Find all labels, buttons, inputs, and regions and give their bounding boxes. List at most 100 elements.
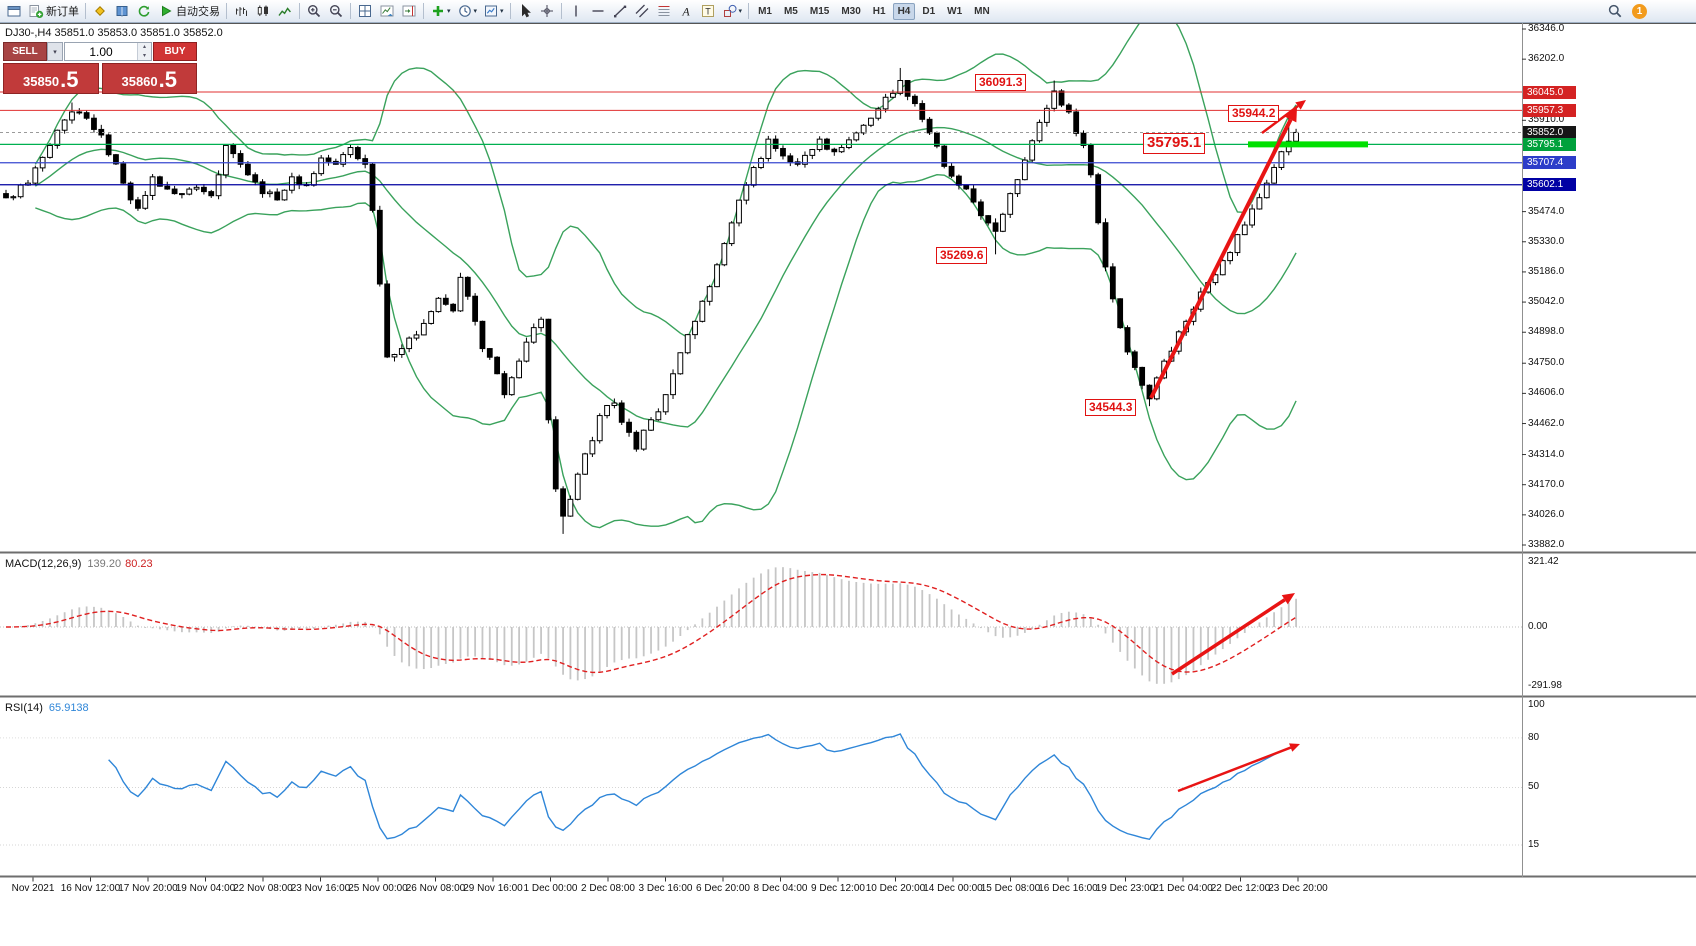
main-trend-arrow[interactable]	[1149, 107, 1297, 399]
volume-increase-button[interactable]: ▴	[138, 43, 151, 52]
time-axis-label: 19 Dec 23:00	[1095, 883, 1156, 894]
rsi-axis-label: 50	[1528, 781, 1540, 793]
metaeditor-button[interactable]	[89, 2, 111, 21]
horizontal-line-button[interactable]	[587, 2, 609, 21]
rsi-value: 65.9138	[48, 702, 89, 714]
price-axis-label: 36346.0	[1528, 23, 1565, 34]
time-axis-label: 25 Nov 00:00	[348, 883, 408, 894]
svg-text:T: T	[705, 7, 711, 17]
price-axis-label: 34314.0	[1528, 448, 1565, 460]
equidistant-channel-icon	[634, 3, 650, 19]
time-axis-label: 23 Dec 20:00	[1268, 883, 1328, 894]
candlestick-chart-icon	[255, 3, 271, 19]
price-axis-label: 35042.0	[1528, 296, 1565, 308]
period-selector-button[interactable]: ▾	[454, 2, 481, 21]
search-button[interactable]	[1604, 2, 1626, 21]
auto-scroll-icon	[379, 3, 395, 19]
bid-price-display[interactable]: 35850.5	[3, 63, 99, 94]
new-order-icon	[28, 3, 44, 19]
bid-ask-row: 35850.5 35860.5	[3, 63, 197, 94]
volume-input[interactable]	[65, 43, 137, 60]
cursor-button[interactable]	[514, 2, 536, 21]
chart-shift-button[interactable]	[398, 2, 420, 21]
breakout-arrow[interactable]	[1261, 100, 1306, 134]
bid-main-digits: 35850	[22, 74, 60, 89]
crosshair-button[interactable]	[536, 2, 558, 21]
timeframe-button-m15[interactable]: M15	[809, 5, 830, 17]
market-watch-button[interactable]	[111, 2, 133, 21]
tile-windows-button[interactable]	[354, 2, 376, 21]
time-axis-label: 26 Nov 08:00	[405, 883, 466, 894]
price-axis-label: 34462.0	[1528, 417, 1565, 429]
market-watch-icon	[114, 3, 130, 19]
price-annotation-label[interactable]: 34544.3	[1085, 399, 1137, 416]
timeframe-button-mn[interactable]: MN	[974, 5, 990, 17]
price-tag: 35852.0	[1523, 125, 1576, 139]
timeframe-button-d1[interactable]: D1	[922, 5, 936, 17]
navigator-button[interactable]	[133, 2, 155, 21]
price-axis-label: 35186.0	[1528, 265, 1565, 277]
vertical-line-button[interactable]	[565, 2, 587, 21]
sell-button[interactable]: SELL	[3, 42, 47, 61]
toolbar-separator	[748, 3, 750, 19]
candlestick-chart-button[interactable]	[252, 2, 274, 21]
auto-scroll-button[interactable]	[376, 2, 398, 21]
zoom-out-button[interactable]	[325, 2, 347, 21]
equidistant-channel-button[interactable]	[631, 2, 653, 21]
timeframe-button-h4[interactable]: H4	[892, 2, 916, 20]
timeframe-button-h1[interactable]: H1	[872, 5, 886, 17]
price-tag: 35795.1	[1523, 137, 1576, 151]
shapes-button[interactable]: ▾	[719, 2, 746, 21]
trendline-button[interactable]	[609, 2, 631, 21]
toolbar-separator	[560, 3, 562, 19]
template-button[interactable]: ▾	[480, 2, 507, 21]
add-indicator-button[interactable]: ▾	[427, 2, 454, 21]
chart-window-icon	[6, 3, 22, 19]
line-chart-button[interactable]	[274, 2, 296, 21]
bid-pip-digit: .5	[60, 67, 79, 92]
time-axis-label: 1 Dec 00:00	[523, 883, 578, 894]
timeframe-button-m1[interactable]: M1	[758, 5, 772, 17]
bar-chart-button[interactable]	[230, 2, 252, 21]
order-options-dropdown[interactable]: ▾	[47, 42, 63, 61]
vertical-line-icon	[568, 3, 584, 19]
buy-button[interactable]: BUY	[153, 42, 197, 61]
time-axis-label: 3 Dec 16:00	[638, 883, 693, 894]
zoom-in-button[interactable]	[303, 2, 325, 21]
price-annotation-label[interactable]: 35944.2	[1228, 105, 1280, 122]
price-axis-label: 35910.0	[1528, 114, 1565, 126]
navigator-icon	[136, 3, 152, 19]
timeframe-button-m30[interactable]: M30	[841, 5, 861, 17]
timeframe-button-w1[interactable]: W1	[947, 5, 963, 17]
price-annotation-label[interactable]: 35795.1	[1143, 133, 1206, 154]
new-order-button-label: 新订单	[46, 6, 79, 18]
autotrading-button[interactable]: 自动交易	[155, 2, 223, 21]
chart-window-button[interactable]	[3, 2, 25, 21]
new-order-button[interactable]: 新订单	[25, 2, 82, 21]
text-button[interactable]: A	[675, 2, 697, 21]
macd-axis-label: -291.98	[1528, 680, 1562, 692]
notifications-badge[interactable]: 1	[1632, 3, 1647, 19]
svg-text:A: A	[681, 5, 690, 19]
chevron-down-icon: ▾	[447, 8, 451, 15]
text-label-button[interactable]: T	[697, 2, 719, 21]
macd-indicator-label: MACD(12,26,9) 139.20 80.23	[5, 558, 153, 570]
price-axis-label: 35330.0	[1528, 235, 1565, 247]
fibonacci-button[interactable]	[653, 2, 675, 21]
timeframe-button-m5[interactable]: M5	[783, 5, 798, 17]
ask-main-digits: 35860	[121, 74, 158, 89]
macd-trend-arrow[interactable]	[1171, 593, 1295, 676]
ask-price-display[interactable]: 35860.5	[101, 63, 197, 94]
price-annotation-label[interactable]: 36091.3	[975, 74, 1027, 91]
price-annotation-label[interactable]: 35269.6	[936, 247, 988, 264]
volume-input-wrap: ▴ ▾	[64, 42, 152, 61]
ask-pip-digit: .5	[158, 67, 177, 92]
macd-name: MACD(12,26,9)	[5, 558, 82, 570]
volume-decrease-button[interactable]: ▾	[138, 51, 151, 60]
time-axis-label: 2 Dec 08:00	[581, 883, 635, 894]
horizontal-line-icon	[590, 3, 606, 19]
rsi-trend-arrow[interactable]	[1177, 743, 1300, 793]
time-axis-label: 9 Dec 12:00	[811, 883, 865, 894]
macd-indicator	[0, 567, 1522, 684]
